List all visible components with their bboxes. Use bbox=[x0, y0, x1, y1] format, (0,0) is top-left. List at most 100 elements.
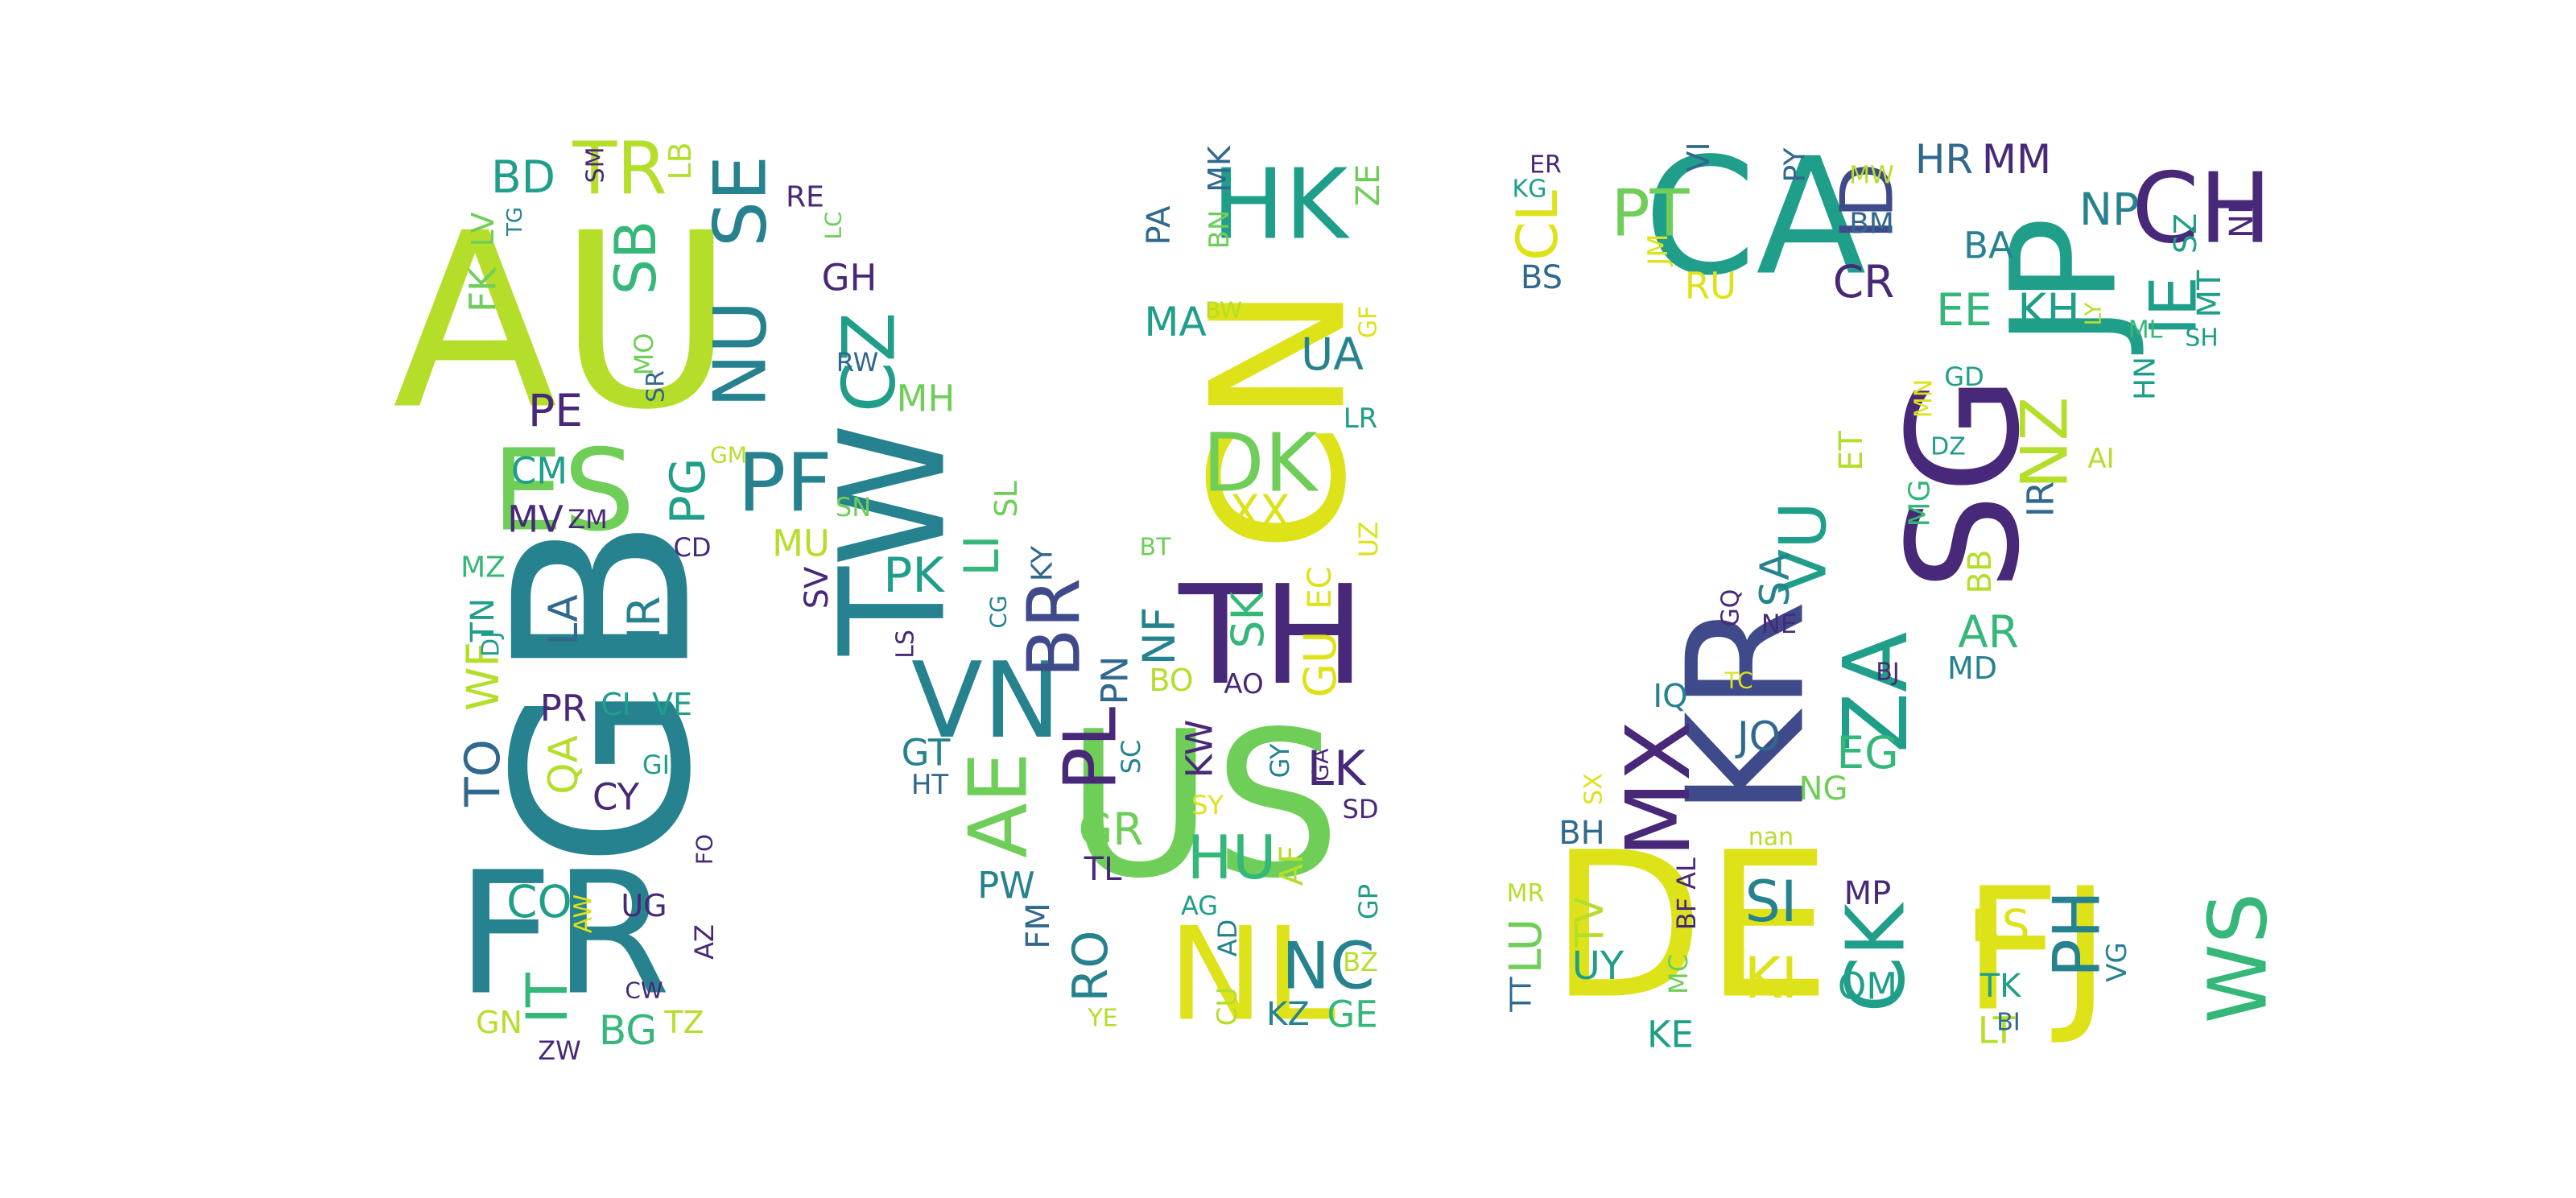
word-cw: CW bbox=[625, 977, 663, 1004]
word-bf: BF bbox=[1671, 898, 1702, 930]
word-ae: AE bbox=[952, 752, 1046, 858]
word-ki: KI bbox=[1744, 945, 1798, 1011]
word-sy: SY bbox=[1191, 790, 1224, 820]
word-pf: PF bbox=[737, 436, 832, 531]
word-hr: HR bbox=[1915, 136, 1973, 183]
word-gu: GU bbox=[1294, 631, 1346, 698]
word-ze: ZE bbox=[1350, 164, 1387, 207]
word-qa: QA bbox=[540, 735, 587, 795]
word-mg: MG bbox=[1904, 480, 1937, 527]
word-tz: TZ bbox=[663, 1005, 704, 1040]
word-ci: CI bbox=[601, 687, 631, 722]
word-np: NP bbox=[2079, 184, 2139, 235]
word-pt: PT bbox=[1611, 176, 1690, 251]
word-tc: TC bbox=[1724, 667, 1752, 694]
word-zm: ZM bbox=[568, 504, 608, 535]
word-af: AF bbox=[1274, 845, 1311, 886]
word-eg: EG bbox=[1836, 727, 1898, 779]
word-tt: TT bbox=[1505, 976, 1538, 1012]
word-br: BR bbox=[1013, 578, 1097, 678]
word-rs: RS bbox=[1971, 900, 2029, 952]
word-es: ES bbox=[492, 426, 634, 557]
word-pe: PE bbox=[528, 385, 583, 436]
word-ky: KY bbox=[1026, 545, 1059, 581]
word-hk: HK bbox=[1212, 150, 1351, 262]
word-tl: TL bbox=[1084, 851, 1122, 888]
word-mr: MR bbox=[1507, 880, 1545, 908]
word-sn: SN bbox=[836, 492, 871, 523]
word-et: ET bbox=[1833, 431, 1870, 471]
word-cy: CY bbox=[592, 776, 640, 819]
word-ve: VE bbox=[652, 687, 692, 722]
word-li: LI bbox=[954, 535, 1010, 576]
word-ke: KE bbox=[1647, 1014, 1694, 1056]
word-ba: BA bbox=[1963, 225, 2013, 267]
word-pn: PN bbox=[1094, 656, 1137, 705]
word-bs: BS bbox=[1521, 259, 1563, 296]
word-gy: GY bbox=[1265, 743, 1295, 778]
word-cr: CR bbox=[1833, 256, 1895, 308]
word-dz: DZ bbox=[1930, 433, 1966, 461]
word-mx: MX bbox=[1607, 721, 1710, 857]
word-ni: NI bbox=[2223, 204, 2260, 238]
word-nf: NF bbox=[1133, 607, 1185, 666]
word-gd: GD bbox=[1944, 361, 1984, 392]
word-ph: PH bbox=[2040, 890, 2115, 977]
word-se: SE bbox=[699, 155, 783, 247]
word-bz: BZ bbox=[1343, 947, 1378, 977]
word-sg: SG bbox=[1876, 375, 2054, 591]
word-tn: TN bbox=[464, 598, 502, 642]
word-sh: SH bbox=[2185, 324, 2219, 353]
word-ma: MA bbox=[1144, 299, 1206, 345]
word-mp: MP bbox=[1844, 875, 1892, 912]
word-kh: KH bbox=[2017, 284, 2079, 336]
word-ht: HT bbox=[911, 769, 949, 801]
word-tr: TR bbox=[572, 127, 667, 212]
word-bh: BH bbox=[1558, 815, 1605, 852]
word-hn: HN bbox=[2129, 357, 2162, 400]
word-gm: GM bbox=[710, 442, 747, 469]
word-fm: FM bbox=[1020, 903, 1057, 949]
word-pk: PK bbox=[883, 547, 945, 604]
word-fk: FK bbox=[462, 266, 505, 312]
word-py: PY bbox=[1779, 147, 1812, 183]
word-sx: SX bbox=[1580, 773, 1608, 805]
word-tk: TK bbox=[1979, 968, 2022, 1005]
word-pl: PL bbox=[1049, 707, 1133, 791]
word-tv: TV bbox=[1567, 897, 1612, 948]
word-ie: IE bbox=[2136, 276, 2211, 336]
word-ru: RU bbox=[1685, 265, 1736, 308]
word-za: ZA bbox=[1824, 632, 1927, 754]
word-bo: BO bbox=[1149, 663, 1193, 698]
word-ge: GE bbox=[1327, 994, 1377, 1036]
word-sd: SD bbox=[1343, 794, 1379, 824]
word-sv: SV bbox=[799, 566, 836, 609]
word-id: ID bbox=[1826, 163, 1910, 240]
word-mk: MK bbox=[1202, 145, 1237, 192]
word-mv: MV bbox=[507, 498, 564, 541]
word-lt: LT bbox=[1978, 1010, 2016, 1052]
word-nr: NR bbox=[618, 596, 670, 659]
word-ch: CH bbox=[2132, 154, 2272, 266]
word-ee: EE bbox=[1936, 284, 1992, 336]
word-mh: MH bbox=[897, 378, 956, 420]
word-to: TO bbox=[455, 739, 511, 808]
word-ao: AO bbox=[1224, 668, 1263, 700]
word-re: RE bbox=[786, 181, 824, 214]
word-gb: GB bbox=[464, 516, 745, 869]
word-mm: MM bbox=[1982, 136, 2051, 183]
word-gh: GH bbox=[822, 257, 877, 300]
word-th: TH bbox=[1178, 556, 1365, 716]
word-mu: MU bbox=[772, 523, 830, 565]
word-er: ER bbox=[1530, 151, 1562, 180]
word-hu: HU bbox=[1187, 822, 1276, 893]
word-la: LA bbox=[540, 594, 587, 645]
word-pw: PW bbox=[977, 865, 1035, 907]
word-uy: UY bbox=[1572, 944, 1624, 989]
word-bg: BG bbox=[599, 1007, 657, 1054]
word-cd: CD bbox=[674, 532, 712, 563]
word-pa: PA bbox=[1141, 205, 1178, 246]
word-lc: LC bbox=[820, 211, 847, 239]
word-nu: NU bbox=[699, 300, 783, 407]
